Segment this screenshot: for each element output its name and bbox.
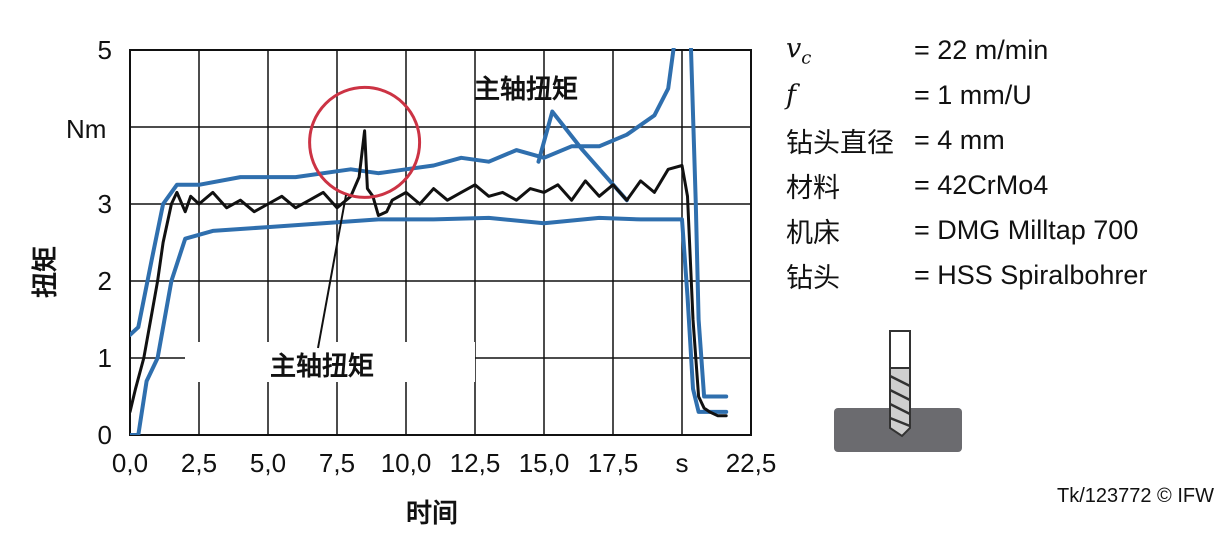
param-row: 钻头直径 = 4 mm [786,118,1147,163]
x-tick-label: 22,5 [726,448,777,478]
cutting-speed-symbol: v [786,32,802,64]
drill-illustration [834,330,962,452]
param-key: f [786,80,796,111]
param-row: f = 1 mm/U [786,73,1147,118]
annotation-spindle-torque-bottom: 主轴扭矩 [270,352,374,382]
x-tick-label: 10,0 [381,448,432,478]
x-tick-label: 15,0 [519,448,570,478]
x-tick-label: 2,5 [181,448,217,478]
y-tick-label: 3 [98,189,112,219]
series-line-black [130,129,728,418]
param-row: 钻头 = HSS Spiralbohrer [786,253,1147,298]
param-key: 材料 [786,173,840,204]
param-value: = 42CrMo4 [914,170,1049,200]
highlight-circle [308,85,422,199]
param-key: 钻头直径 [786,128,894,159]
param-row: 机床 = DMG Milltap 700 [786,208,1147,253]
series-line-blue-lower [130,215,729,435]
param-key: vc [786,33,914,68]
series-line-blue-upper [130,48,729,399]
annotation-spindle-torque-top: 主轴扭矩 [474,75,578,105]
measured-torque-lines [130,129,728,418]
torque-chart: 主轴扭矩 主轴扭矩 0,0 2,5 5,0 7,5 10,0 12,5 15,0 17,5 s 2… [31,35,776,529]
y-tick-label: 1 [98,343,112,373]
x-tick-label: 17,5 [588,448,639,478]
param-key: 钻头 [786,263,840,294]
param-key: 机床 [786,218,840,249]
y-axis-ticks: 0 1 2 3 5 [98,35,112,450]
x-tick-label: 5,0 [250,448,286,478]
annotation-leader-line [317,194,347,349]
y-axis-label: 扭矩 [31,246,61,298]
param-value: = 22 m/min [914,35,1049,65]
drill-shank [889,330,911,370]
drill-helix [889,374,911,428]
x-tick-label: 7,5 [319,448,355,478]
y-tick-label: 2 [98,266,112,296]
series-line-blue-wedge [536,109,629,203]
figure-credit: Tk/123772 © IFW [1056,485,1214,507]
x-tick-label: s [676,448,689,478]
param-value: = DMG Milltap 700 [914,215,1139,245]
param-row: vc = 22 m/min [786,28,1147,73]
plot-frame [129,49,752,436]
y-unit-label: Nm [66,114,106,144]
param-row: 材料 = 42CrMo4 [786,163,1147,208]
y-tick-label: 5 [98,35,112,65]
param-value: = 4 mm [914,125,1005,155]
process-parameters: vc = 22 m/min f = 1 mm/U 钻头直径 = 4 mm 材料 … [786,28,1147,298]
param-value: = HSS Spiralbohrer [914,260,1148,290]
x-axis-label: 时间 [406,499,458,529]
y-tick-label: 0 [98,420,112,450]
x-axis-ticks: 0,0 2,5 5,0 7,5 10,0 12,5 15,0 17,5 s 22,5 [112,448,776,478]
blue-band-lines [130,48,729,435]
cutting-speed-subscript: c [801,47,812,69]
annotation-background [185,342,475,382]
x-tick-label: 0,0 [112,448,148,478]
param-value: = 1 mm/U [914,80,1032,110]
x-tick-label: 12,5 [450,448,501,478]
